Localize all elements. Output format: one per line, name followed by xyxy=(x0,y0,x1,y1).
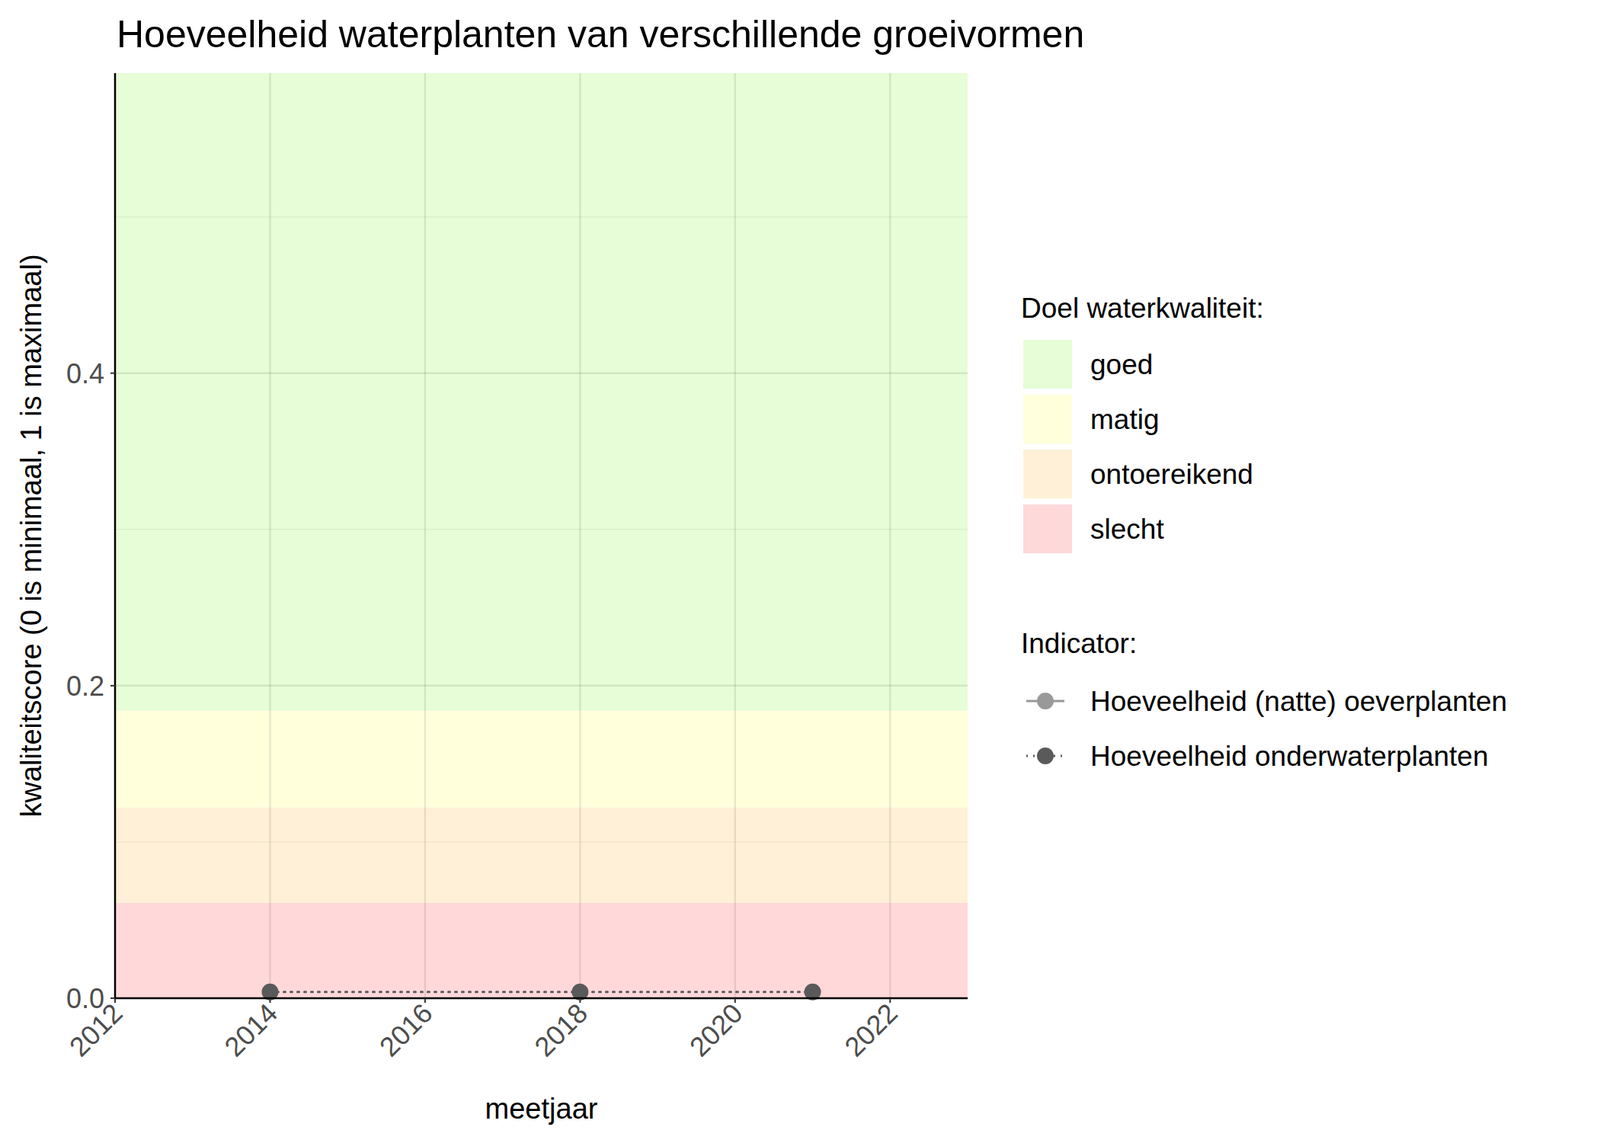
grid-line xyxy=(268,73,272,999)
grid-line xyxy=(115,997,968,1000)
x-tick-label: 2012 xyxy=(63,997,129,1063)
x-axis-label: meetjaar xyxy=(485,1092,599,1125)
quality-band xyxy=(115,902,968,999)
legend-swatch xyxy=(1023,339,1072,389)
grid-line xyxy=(424,73,427,999)
y-axis-line xyxy=(114,73,117,999)
quality-bands xyxy=(115,73,968,999)
x-tick xyxy=(424,998,426,1003)
grid-line xyxy=(115,371,968,375)
x-tick xyxy=(579,998,581,1003)
minor-grid-line xyxy=(115,216,968,218)
legend-swatch xyxy=(1023,449,1072,499)
legend-label: goed xyxy=(1090,348,1153,381)
legend-label: slecht xyxy=(1090,513,1165,545)
y-tick xyxy=(110,372,116,375)
grid-line xyxy=(579,73,582,999)
minor-grid-line xyxy=(115,841,968,843)
grid-line xyxy=(734,73,737,999)
y-axis-label: kwaliteitscore (0 is minimaal, 1 is maxi… xyxy=(15,253,48,817)
legend-marker xyxy=(1036,692,1054,710)
legend-label: Hoeveelheid (natte) oeverplanten xyxy=(1090,685,1508,717)
legend-label: ontoereikend xyxy=(1090,458,1254,490)
y-tick-label: 0.4 xyxy=(66,358,105,390)
chart: 0.00.20.4201220142016201820202022meetjaa… xyxy=(0,0,1600,1143)
x-tick xyxy=(268,998,271,1003)
legend-swatch xyxy=(1023,504,1072,554)
chart-title: Hoeveelheid waterplanten van verschillen… xyxy=(116,12,1085,56)
legend-label: matig xyxy=(1090,403,1159,436)
quality-band xyxy=(115,710,968,808)
legend-title: Indicator: xyxy=(1020,627,1137,660)
x-tick xyxy=(889,998,891,1003)
quality-band xyxy=(115,73,968,711)
grid-line xyxy=(115,684,968,688)
x-tick-label: 2020 xyxy=(683,997,749,1063)
x-tick-label: 2018 xyxy=(528,997,594,1063)
legend-label: Hoeveelheid onderwaterplanten xyxy=(1090,740,1488,772)
legend-marker xyxy=(1036,747,1054,765)
quality-band xyxy=(115,807,968,903)
grid-line xyxy=(889,73,892,999)
x-axis-line xyxy=(115,997,968,1000)
x-tick-label: 2016 xyxy=(373,997,439,1063)
grid-line xyxy=(114,73,117,999)
x-tick xyxy=(114,998,116,1003)
legend: Doel waterkwaliteit: goed matig ontoereiken… xyxy=(1020,292,1508,772)
x-tick-label: 2022 xyxy=(838,997,904,1063)
legend-title: Doel waterkwaliteit: xyxy=(1020,292,1264,324)
x-tick-label: 2014 xyxy=(217,997,284,1063)
minor-grid-line xyxy=(115,528,968,531)
legend-swatch xyxy=(1023,394,1072,444)
series-line xyxy=(269,990,813,993)
grid xyxy=(115,73,968,999)
y-tick-label: 0.2 xyxy=(66,670,105,702)
x-tick xyxy=(734,998,736,1003)
y-tick xyxy=(110,684,116,687)
